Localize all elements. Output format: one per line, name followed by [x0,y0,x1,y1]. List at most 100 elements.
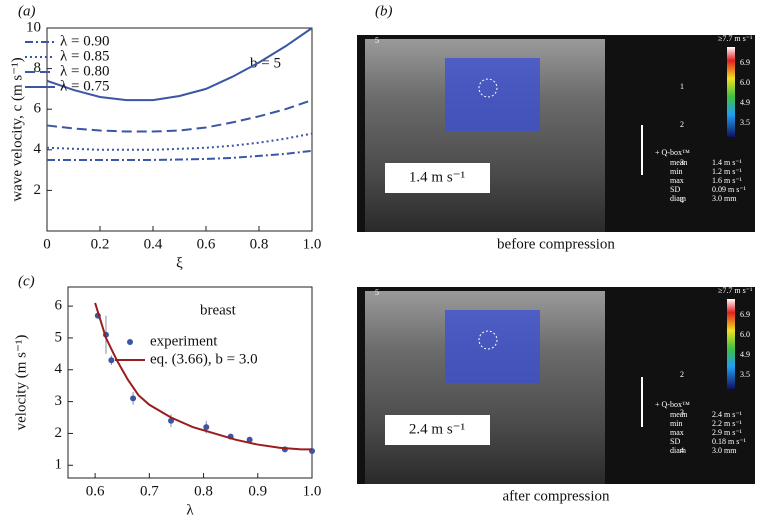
scale-tick: 6.0 [740,78,750,87]
y-tick-label: 5 [55,329,63,345]
image-corner: 5 [375,36,379,45]
panel-label: (b) [375,3,393,19]
chart-title: breast [200,302,237,318]
depth-scale-bar [641,125,643,175]
stat-label: mean [670,158,687,167]
velocity-box [385,163,490,193]
x-tick-label: 0 [43,236,51,252]
y-tick-label: 8 [34,60,42,76]
legend-label: λ = 0.85 [60,48,109,64]
plot-frame [67,286,313,479]
depth-tick: 2 [680,370,684,379]
y-axis-label: velocity (m s⁻¹) [13,335,29,431]
data-point [130,395,137,402]
q-box-overlay [445,58,540,131]
velocity-label: 2.4 m s⁻¹ [409,421,465,437]
depth-tick: 3 [680,158,684,167]
stat-value: 2.2 m s⁻¹ [712,419,743,428]
y-tick-label: 2 [55,425,63,441]
panel-label: (a) [18,3,36,19]
stat-value: 0.09 m s⁻¹ [712,185,747,194]
scale-tick: 6.9 [740,58,750,67]
legend-label: eq. (3.66), b = 3.0 [150,351,258,367]
x-tick-label: 0.8 [250,236,269,252]
plot-frame [46,27,313,232]
scale-tick: 3.5 [740,370,750,379]
image-corner: 5 [375,288,379,297]
q-box-title: + Q-box™ [655,400,690,409]
velocity-label: 1.4 m s⁻¹ [409,169,465,185]
depth-tick: 1 [680,82,684,91]
x-tick-label: 0.7 [140,483,159,499]
scale-max: ≥7.7 m s⁻¹ [718,34,753,43]
data-point [246,436,253,443]
data-point [108,357,115,364]
y-tick-label: 4 [34,141,42,157]
depth-tick: 4 [680,446,684,455]
stat-value: 3.0 mm [712,446,737,455]
scale-tick: 6.9 [740,310,750,319]
y-tick-label: 6 [55,298,63,314]
legend-label: λ = 0.75 [60,78,109,94]
annotation: b = 5 [250,55,281,71]
scale-tick: 4.9 [740,350,750,359]
y-tick-label: 1 [55,457,63,473]
stat-label: SD [670,437,680,446]
series-line [46,99,313,133]
velocity-box [385,415,490,445]
series-line [46,132,313,151]
image-caption: before compression [497,236,615,252]
stat-label: SD [670,185,680,194]
x-tick-label: 0.6 [197,236,216,252]
x-tick-label: 0.8 [194,483,213,499]
legend-label: λ = 0.90 [60,33,109,49]
q-box-title: + Q-box™ [655,148,690,157]
image-caption: after compression [502,488,610,504]
series-line [47,149,313,161]
stat-value: 2.4 m s⁻¹ [712,410,743,419]
x-tick-label: 0.4 [144,236,163,252]
data-point [203,424,210,431]
depth-scale-bar [641,377,643,427]
x-axis-label: ξ [176,255,183,271]
x-tick-label: 0.2 [91,236,110,252]
y-axis-label: wave velocity, c (m s⁻¹) [9,57,25,201]
x-axis-label: λ [186,502,194,518]
x-tick-label: 0.9 [248,483,267,499]
series-line [46,27,313,102]
color-bar [727,299,735,389]
x-tick-label: 1.0 [303,236,322,252]
stat-value: 1.2 m s⁻¹ [712,167,743,176]
stat-label: min [670,167,682,176]
scale-tick: 4.9 [740,98,750,107]
depth-tick: 4 [680,196,684,205]
y-tick-label: 10 [26,19,41,35]
stat-value: 1.4 m s⁻¹ [712,158,743,167]
x-tick-label: 1.0 [303,483,322,499]
series-line [94,302,312,451]
stat-value: 1.6 m s⁻¹ [712,176,743,185]
x-tick-label: 0.6 [86,483,105,499]
stat-label: max [670,428,684,437]
q-box-overlay [445,310,540,383]
stat-label: min [670,419,682,428]
scale-max: ≥7.7 m s⁻¹ [718,286,753,295]
legend-label: experiment [150,333,218,349]
panel-label: (c) [18,273,35,289]
scale-tick: 3.5 [740,118,750,127]
stat-value: 3.0 mm [712,194,737,203]
stat-value: 2.9 m s⁻¹ [712,428,743,437]
stat-label: mean [670,410,687,419]
y-tick-label: 3 [55,393,63,409]
y-tick-label: 6 [34,101,42,117]
legend-swatch [127,339,133,345]
stat-label: max [670,176,684,185]
roi-marker [478,78,498,98]
stat-value: 0.18 m s⁻¹ [712,437,747,446]
roi-marker [478,330,498,350]
depth-tick: 3 [680,408,684,417]
legend-label: λ = 0.80 [60,63,109,79]
stat-label: diam [670,194,687,203]
scale-tick: 6.0 [740,330,750,339]
